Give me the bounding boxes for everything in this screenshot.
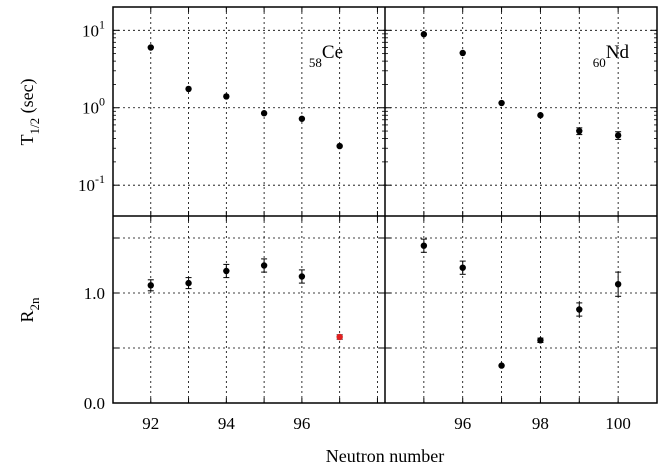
y-tick-label: 1.0 bbox=[84, 284, 105, 303]
data-point bbox=[576, 306, 583, 313]
data-marks bbox=[147, 31, 622, 369]
y-axis-title-top: T1/2 (sec) bbox=[17, 78, 42, 145]
ce-element-label: 58Ce bbox=[309, 42, 343, 70]
y-tick-label: 0.0 bbox=[84, 394, 105, 413]
data-point bbox=[420, 242, 428, 249]
data-point bbox=[298, 115, 306, 122]
data-point bbox=[420, 31, 428, 38]
x-axis-title: Neutron number bbox=[326, 446, 444, 466]
data-point bbox=[185, 85, 192, 93]
x-tick-label: 94 bbox=[218, 414, 236, 433]
data-point bbox=[336, 333, 343, 341]
x-tick-label: 92 bbox=[142, 414, 159, 433]
data-point bbox=[260, 110, 268, 117]
data-point bbox=[498, 99, 505, 107]
y-tick-label: 101 bbox=[82, 17, 105, 40]
data-point bbox=[576, 127, 583, 135]
nd-element-label: 60Nd bbox=[593, 42, 630, 70]
data-point bbox=[537, 112, 544, 119]
y-axis-title-bottom: R2n bbox=[17, 297, 42, 323]
y-tick-label: 100 bbox=[82, 95, 105, 118]
x-tick-label: 96 bbox=[454, 414, 471, 433]
data-point bbox=[459, 49, 466, 57]
data-point bbox=[223, 93, 230, 100]
y-tick-label: 10-1 bbox=[78, 172, 105, 195]
tick-layer: 101 100 10-1 1.0 0.0 92 94 96 96 98 100 bbox=[78, 7, 658, 433]
data-point bbox=[537, 337, 544, 344]
data-point bbox=[336, 142, 343, 150]
grid-lines bbox=[112, 7, 658, 403]
data-point bbox=[223, 267, 230, 275]
data-point bbox=[498, 362, 505, 369]
data-point bbox=[147, 282, 154, 289]
data-point bbox=[298, 273, 306, 280]
data-point bbox=[147, 44, 154, 51]
data-point bbox=[185, 279, 192, 287]
data-point bbox=[459, 264, 466, 271]
data-point bbox=[614, 281, 622, 288]
data-point bbox=[260, 262, 268, 269]
x-tick-label: 96 bbox=[293, 414, 310, 433]
x-tick-label: 100 bbox=[605, 414, 631, 433]
data-point bbox=[614, 132, 622, 139]
x-tick-label: 98 bbox=[532, 414, 549, 433]
